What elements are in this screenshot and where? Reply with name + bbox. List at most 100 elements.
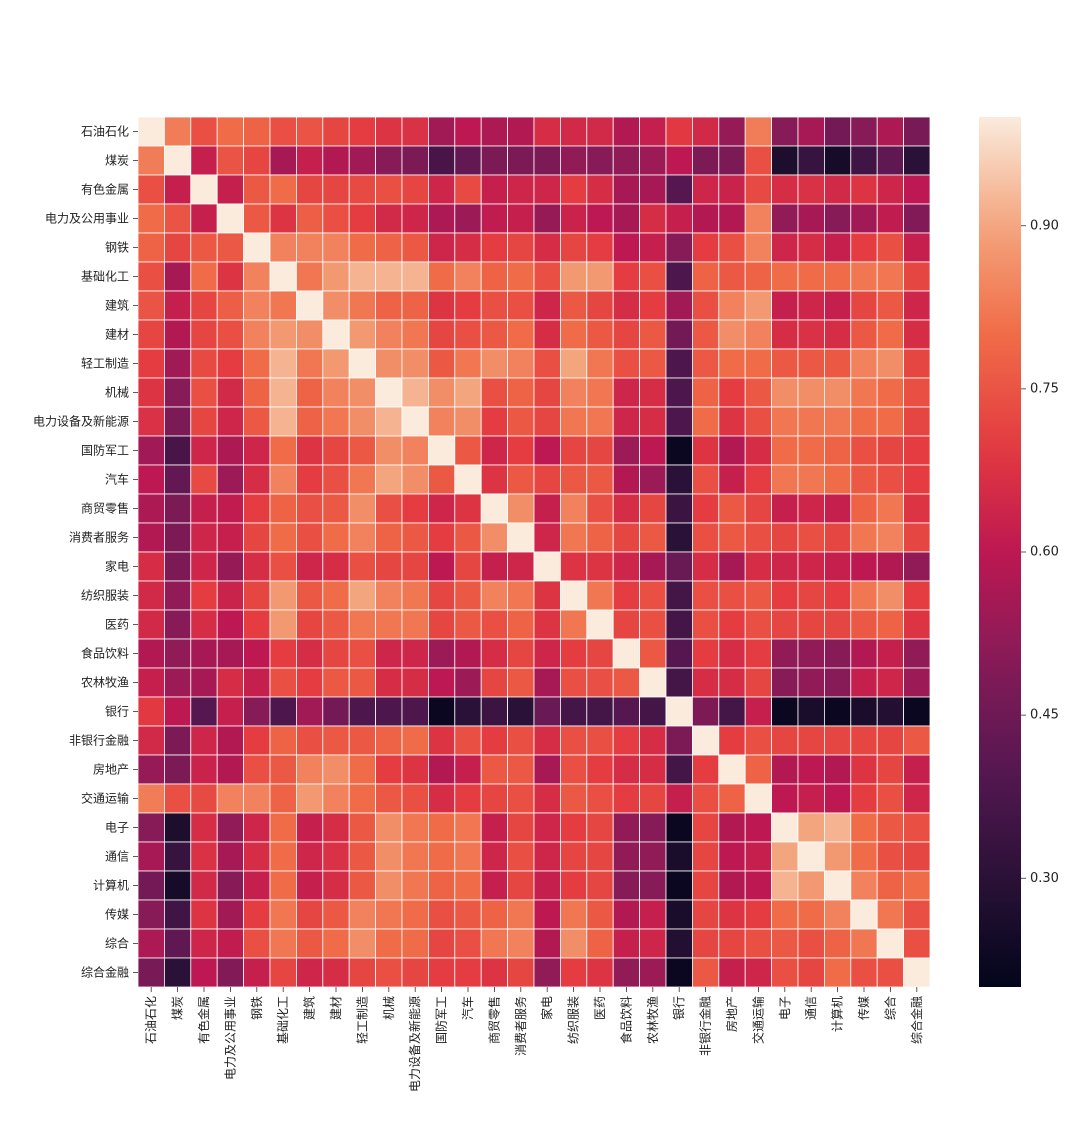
heatmap-cell	[348, 667, 377, 698]
y-tick-label: 家电	[105, 559, 129, 574]
heatmap-cell	[665, 493, 693, 524]
heatmap-cell	[718, 667, 746, 698]
heatmap-cell	[216, 377, 244, 408]
heatmap-cell	[269, 116, 297, 147]
heatmap-cell	[718, 899, 746, 930]
heatmap-cell	[137, 696, 165, 727]
heatmap-cell	[876, 348, 905, 379]
heatmap-cell	[903, 870, 931, 901]
heatmap-cell	[876, 377, 905, 408]
heatmap-cell	[797, 406, 825, 437]
heatmap-cell	[163, 696, 192, 727]
heatmap-cell	[295, 667, 324, 698]
heatmap-cell	[375, 145, 403, 176]
heatmap-cell	[348, 203, 377, 234]
heatmap-cell	[797, 551, 825, 582]
heatmap-cell	[507, 464, 535, 495]
heatmap-cell	[163, 551, 192, 582]
heatmap-cell	[744, 145, 773, 176]
heatmap-cell	[348, 145, 377, 176]
heatmap-cell	[744, 290, 773, 321]
heatmap-cell	[665, 174, 693, 205]
x-tick-label: 汽车	[460, 996, 475, 1020]
heatmap-cell	[454, 232, 482, 263]
heatmap-cell	[744, 551, 773, 582]
heatmap-cell	[507, 290, 535, 321]
heatmap-cell	[903, 783, 931, 814]
x-tick-label: 石油石化	[144, 996, 158, 1044]
heatmap-cell	[401, 116, 429, 147]
heatmap-cell	[876, 754, 905, 785]
heatmap-cell	[639, 464, 667, 495]
heatmap-cell	[903, 377, 931, 408]
heatmap-cell	[295, 406, 324, 437]
heatmap-cell	[454, 725, 482, 756]
heatmap-cell	[903, 928, 931, 959]
heatmap-cell	[744, 116, 773, 147]
heatmap-cell	[612, 725, 641, 756]
heatmap-cell	[797, 696, 825, 727]
heatmap-cell	[480, 377, 509, 408]
heatmap-cell	[190, 928, 218, 959]
heatmap-cell	[243, 609, 271, 640]
y-tick-label: 商贸零售	[81, 501, 129, 516]
heatmap-cell	[243, 725, 271, 756]
heatmap-cell	[560, 957, 588, 988]
heatmap-cell	[850, 754, 878, 785]
x-tick-labels: 石油石化 煤炭 有色金属 电力及公用事业 钢铁 基础化工 建筑 建材 轻工制造 机械 电力设备及新能…	[144, 987, 924, 1092]
heatmap-cell	[850, 232, 878, 263]
heatmap-cell	[797, 493, 825, 524]
heatmap-cell	[322, 522, 350, 553]
heatmap-cell	[533, 290, 561, 321]
heatmap-cell	[586, 377, 614, 408]
heatmap-cell	[797, 609, 825, 640]
heatmap-cell	[137, 957, 165, 988]
heatmap-cell	[454, 812, 482, 843]
heatmap-cell	[533, 667, 561, 698]
heatmap-cell	[612, 174, 641, 205]
heatmap-cell	[348, 725, 377, 756]
heatmap-cell	[269, 899, 297, 930]
heatmap-cell	[216, 580, 244, 611]
heatmap-cell	[137, 899, 165, 930]
heatmap-cell	[824, 406, 852, 437]
y-tick-label: 纺织服装	[81, 589, 129, 603]
heatmap-cell	[507, 957, 535, 988]
heatmap-cell	[401, 783, 429, 814]
heatmap-cell	[480, 957, 509, 988]
heatmap-cell	[586, 696, 614, 727]
heatmap-cell	[401, 870, 429, 901]
heatmap-cell	[560, 725, 588, 756]
heatmap-cell	[744, 319, 773, 350]
heatmap-cell	[692, 754, 720, 785]
heatmap-cell	[850, 609, 878, 640]
x-tick-label: 医药	[593, 996, 607, 1020]
heatmap-cell	[163, 406, 192, 437]
heatmap-cell	[824, 116, 852, 147]
heatmap-cell	[322, 841, 350, 872]
heatmap-cell	[269, 725, 297, 756]
heatmap-cell	[771, 522, 799, 553]
heatmap-cell	[744, 725, 773, 756]
heatmap-cell	[216, 667, 244, 698]
heatmap-cell	[639, 232, 667, 263]
heatmap-cell	[850, 928, 878, 959]
heatmap-cell	[322, 957, 350, 988]
heatmap-cell	[876, 667, 905, 698]
heatmap-cell	[427, 377, 456, 408]
heatmap-cell	[243, 290, 271, 321]
heatmap-cell	[348, 754, 377, 785]
heatmap-cell	[216, 928, 244, 959]
heatmap-cell	[612, 580, 641, 611]
heatmap-cell	[850, 261, 878, 292]
heatmap-cell	[322, 725, 350, 756]
heatmap-cell	[454, 174, 482, 205]
heatmap-cell	[269, 261, 297, 292]
heatmap-cell	[771, 493, 799, 524]
heatmap-cell	[190, 348, 218, 379]
heatmap-cell	[824, 899, 852, 930]
heatmap-cell	[612, 899, 641, 930]
heatmap-cell	[612, 290, 641, 321]
heatmap-cell	[375, 319, 403, 350]
heatmap-cell	[507, 870, 535, 901]
